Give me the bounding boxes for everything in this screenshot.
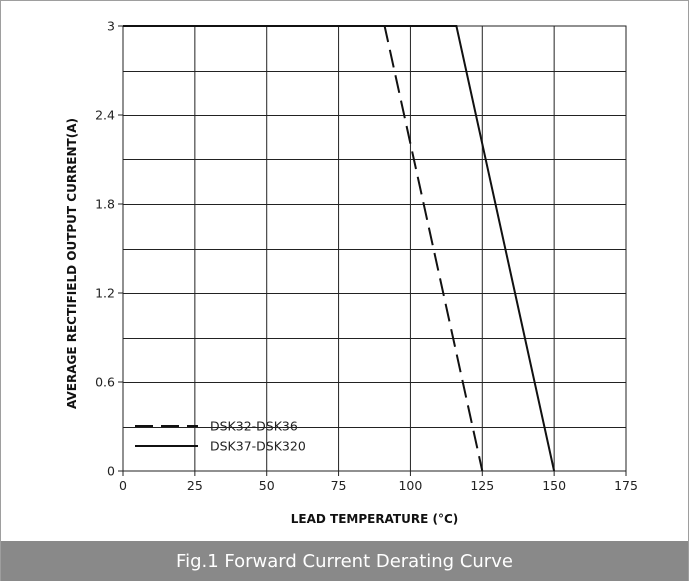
y-axis-title: AVERAGE RECTIFIELD OUTPUT CURRENT(A): [65, 118, 79, 409]
x-tick-label: 125: [470, 478, 494, 493]
x-tick-label: 0: [119, 478, 127, 493]
legend-label-1: DSK32-DSK36: [210, 419, 298, 434]
figure-caption: Fig.1 Forward Current Derating Curve: [1, 541, 688, 581]
x-tick-label: 100: [398, 478, 422, 493]
y-tick-label: 2.4: [95, 108, 115, 123]
y-tick-label: 3: [107, 19, 115, 34]
x-axis-ticks: 0 25 50 75 100 125 150 175: [119, 471, 638, 493]
legend-label-2: DSK37-DSK320: [210, 439, 306, 454]
series-line-2: [123, 25, 556, 472]
chart-grid: [123, 26, 626, 471]
x-tick-label: 175: [614, 478, 638, 493]
y-axis-ticks: 0 0.6 1.2 1.8 2.4 3: [95, 19, 123, 479]
y-tick-label: 0: [107, 464, 115, 479]
x-tick-label: 150: [542, 478, 566, 493]
series-lines: [123, 25, 556, 472]
plot-area-border: [122, 25, 627, 472]
derating-chart: 0 25 50 75 100 125 150 175 0 0.6 1.2 1.8 2.4 3 DSK32…: [65, 19, 638, 527]
y-tick-label: 1.2: [95, 286, 115, 301]
x-tick-label: 50: [259, 478, 275, 493]
x-tick-label: 75: [331, 478, 347, 493]
y-tick-label: 1.8: [95, 197, 115, 212]
legend: DSK32-DSK36 DSK37-DSK320: [135, 419, 306, 454]
y-tick-label: 0.6: [95, 375, 115, 390]
x-axis-title: LEAD TEMPERATURE (°C): [291, 512, 459, 526]
series-line-1: [123, 25, 484, 472]
x-tick-label: 25: [187, 478, 203, 493]
